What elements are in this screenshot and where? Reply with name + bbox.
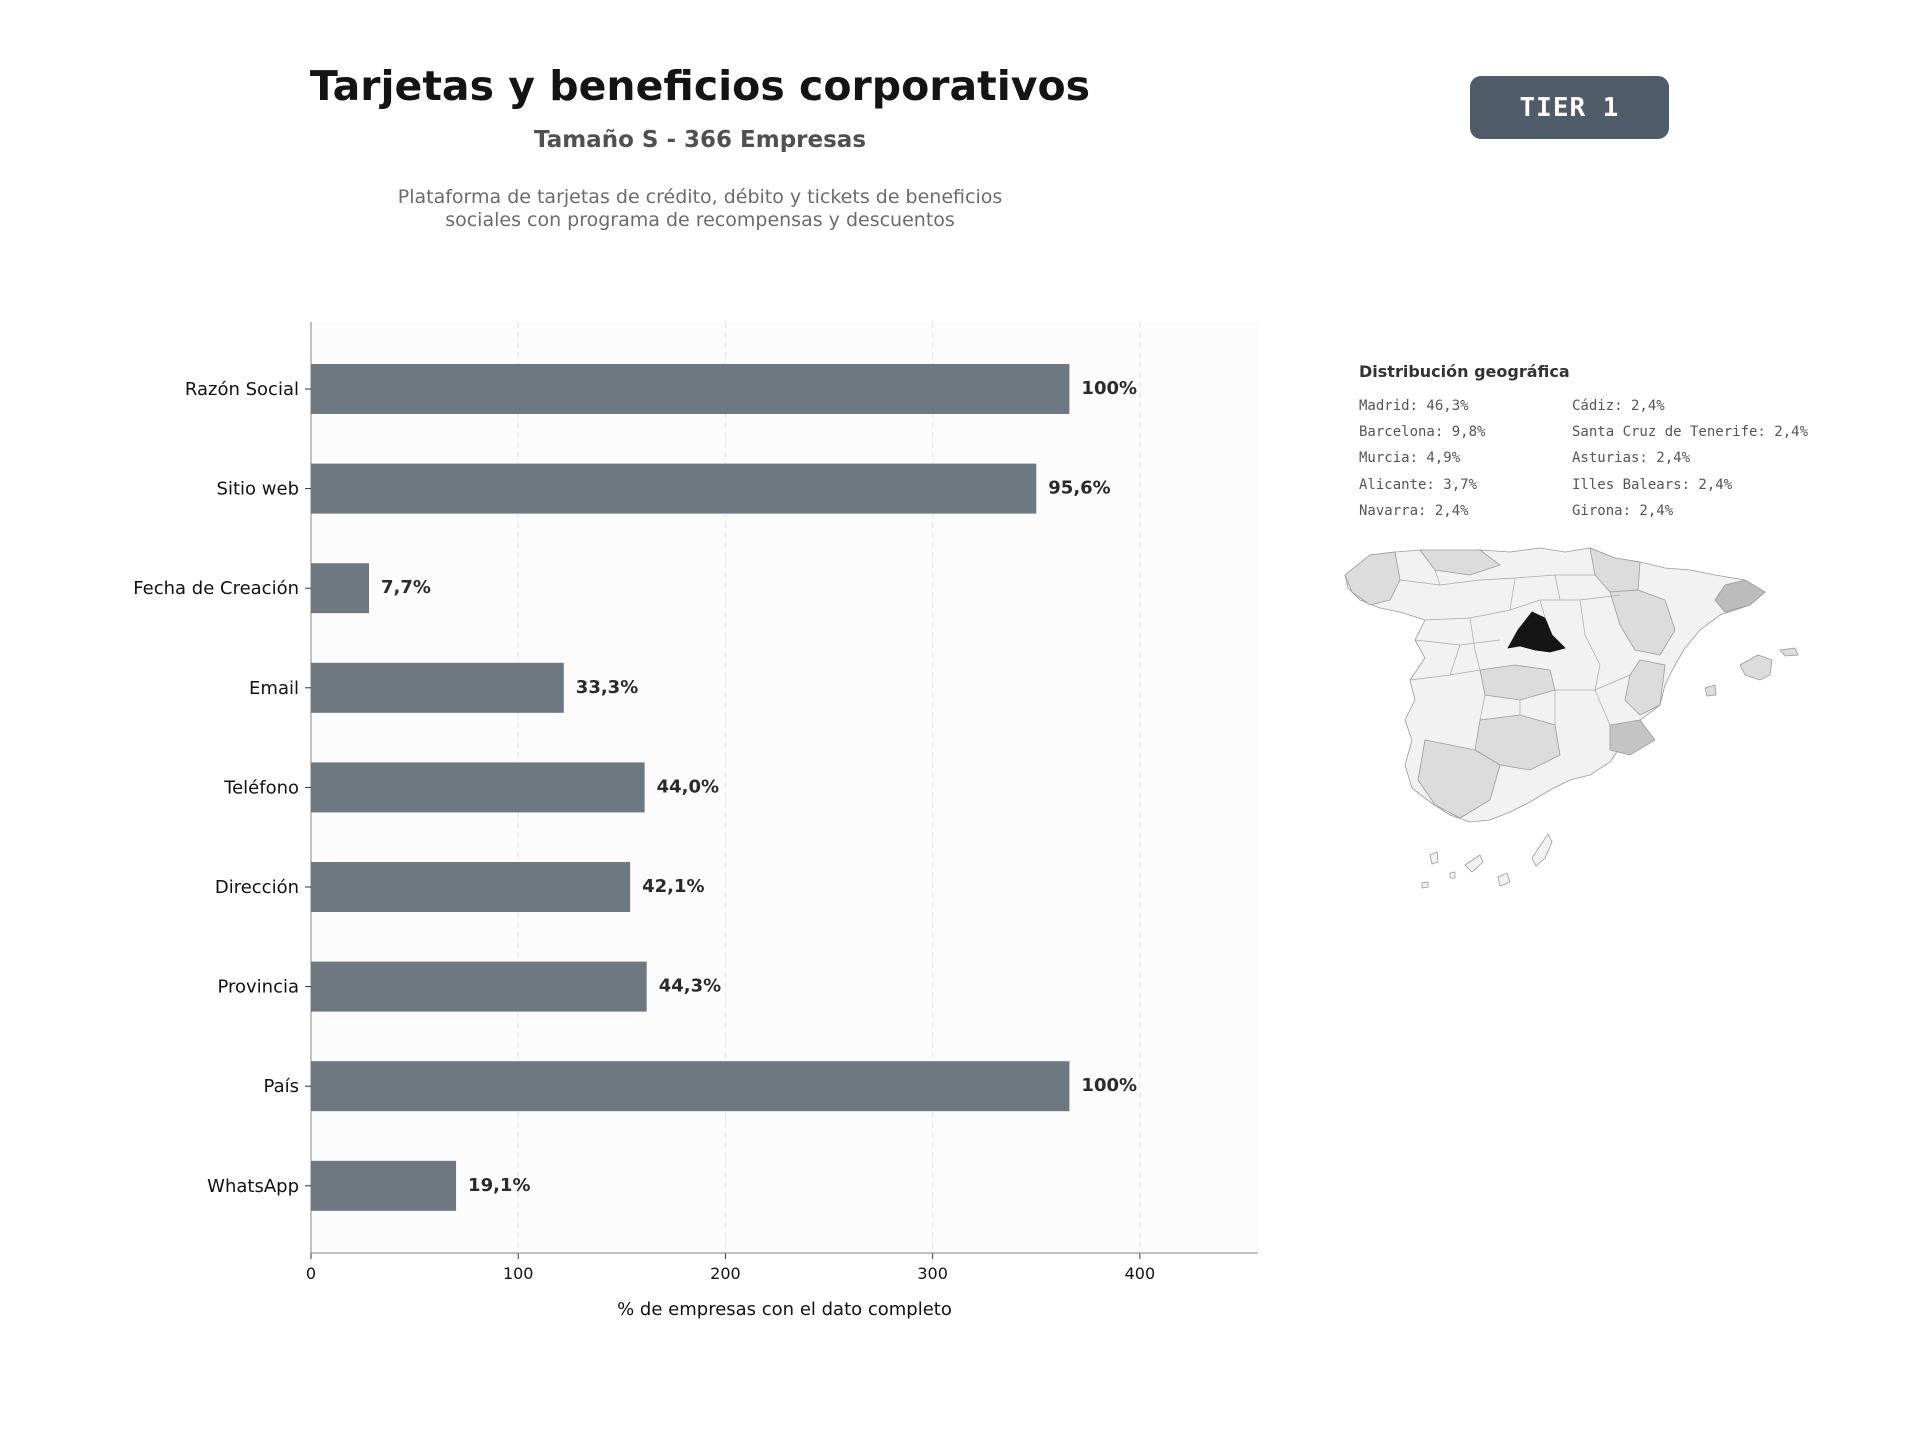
category-label: País — [264, 1076, 299, 1097]
category-label: Sitio web — [217, 479, 299, 500]
geo-item: Murcia: 4,9% — [1359, 450, 1461, 466]
geo-item: Asturias: 2,4% — [1572, 450, 1691, 466]
geo-item: Navarra: 2,4% — [1359, 503, 1469, 519]
map-region-galicia — [1344, 551, 1401, 606]
value-label: 44,0% — [657, 776, 719, 797]
page-description: Plataforma de tarjetas de crédito, débit… — [300, 186, 1100, 232]
bar — [311, 364, 1070, 414]
geo-item: Alicante: 3,7% — [1359, 477, 1478, 493]
value-label: 19,1% — [468, 1175, 530, 1196]
geo-item: Santa Cruz de Tenerife: 2,4% — [1572, 424, 1809, 440]
bar — [311, 762, 645, 813]
x-tick-label: 100 — [503, 1264, 534, 1283]
map-balearic-mallorca — [1739, 654, 1773, 681]
value-label: 42,1% — [642, 876, 704, 897]
map-canary-2 — [1464, 854, 1484, 873]
geo-title: Distribución geográfica — [1359, 362, 1570, 381]
map-balearic-ibiza — [1704, 684, 1717, 697]
page-title: Tarjetas y beneficios corporativos — [309, 62, 1091, 110]
map-region-cataluna — [1714, 579, 1766, 613]
category-label: WhatsApp — [207, 1176, 299, 1197]
geo-item: Illes Balears: 2,4% — [1572, 477, 1733, 493]
geo-item: Barcelona: 9,8% — [1359, 424, 1486, 440]
map-canary-6 — [1421, 881, 1429, 889]
map-region-norte — [1419, 549, 1501, 576]
value-label: 44,3% — [659, 976, 721, 997]
tier-badge: TIER 1 — [1470, 76, 1669, 139]
bar — [311, 1160, 457, 1211]
map-mainland — [1344, 547, 1766, 823]
category-label: Teléfono — [223, 777, 299, 798]
description-line-1: Plataforma de tarjetas de crédito, débit… — [397, 186, 1003, 208]
x-tick-label: 0 — [306, 1264, 316, 1283]
geo-item: Girona: 2,4% — [1572, 503, 1674, 519]
bar — [311, 961, 647, 1012]
map-canary-4 — [1531, 833, 1553, 867]
map-region-madrid — [1507, 611, 1566, 653]
category-label: Provincia — [217, 977, 299, 998]
x-axis-label: % de empresas con el dato completo — [617, 1299, 952, 1320]
value-label: 33,3% — [576, 677, 638, 698]
bar — [311, 563, 370, 614]
map-region-murcia — [1609, 719, 1656, 756]
description-line-2: sociales con programa de recompensas y d… — [445, 209, 955, 231]
map-region-aragon — [1609, 589, 1676, 656]
page-subtitle: Tamaño S - 366 Empresas — [533, 127, 867, 153]
map-canary-1 — [1429, 851, 1439, 865]
bar — [311, 1061, 1070, 1112]
x-tick-label: 300 — [917, 1264, 948, 1283]
spain-map — [1344, 547, 1799, 889]
x-tick-label: 200 — [710, 1264, 741, 1283]
map-region-andalucia-2 — [1417, 739, 1501, 819]
geo-item: Cádiz: 2,4% — [1572, 398, 1665, 414]
map-canary-5 — [1449, 871, 1456, 879]
bar — [311, 862, 631, 912]
value-label: 95,6% — [1048, 478, 1110, 499]
value-label: 7,7% — [381, 577, 431, 598]
category-label: Email — [249, 678, 299, 699]
map-canary-3 — [1497, 872, 1511, 887]
value-label: 100% — [1081, 1075, 1137, 1096]
map-balearic-menorca — [1779, 647, 1799, 657]
x-tick-label: 400 — [1125, 1264, 1156, 1283]
geo-item: Madrid: 46,3% — [1359, 398, 1469, 414]
category-label: Fecha de Creación — [133, 578, 299, 599]
value-label: 100% — [1081, 378, 1137, 399]
bar — [311, 463, 1037, 514]
bar-chart: 0 100 200 300 400 Razón Social 100% Sitio web 95… — [133, 322, 1258, 1320]
category-label: Razón Social — [185, 379, 299, 400]
category-label: Dirección — [215, 877, 299, 898]
bar — [311, 662, 564, 713]
